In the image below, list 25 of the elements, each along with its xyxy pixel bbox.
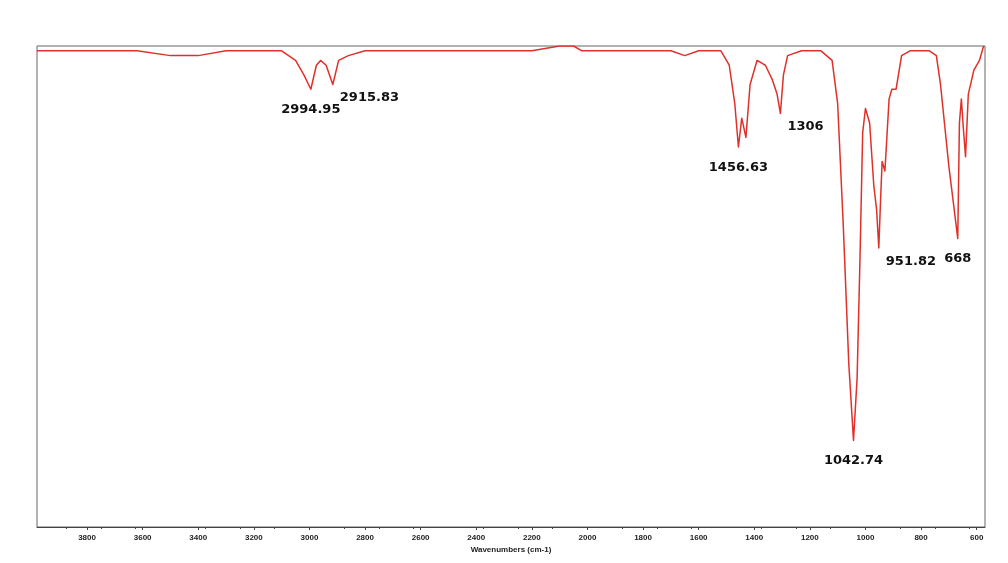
x-tick-label: 2600 bbox=[411, 532, 431, 542]
x-tick-label: 2400 bbox=[467, 532, 486, 542]
annotation: 668 bbox=[944, 250, 972, 266]
annotation: 1042.74 bbox=[823, 452, 884, 468]
x-tick-label: 1600 bbox=[689, 532, 709, 542]
x-axis-title: Wavenumbers (cm-1) bbox=[470, 545, 552, 555]
x-tick-label: 1200 bbox=[800, 532, 820, 542]
x-tick-label: 800 bbox=[914, 532, 929, 542]
x-tick-label: 3200 bbox=[244, 532, 264, 542]
annotation: 1306 bbox=[787, 117, 824, 133]
annotation: 1456.63 bbox=[708, 159, 769, 175]
x-tick-label: 2000 bbox=[578, 532, 597, 542]
annotation: 2994.95 bbox=[281, 101, 341, 117]
x-tick-label: 2800 bbox=[356, 532, 375, 542]
annotation: 951.82 bbox=[885, 252, 936, 268]
x-tick-label: 3600 bbox=[133, 532, 153, 542]
x-tick-label: 3400 bbox=[189, 532, 208, 542]
annotation: 2915.83 bbox=[339, 88, 400, 104]
x-tick-label: 1400 bbox=[745, 532, 764, 542]
x-tick-label: 3000 bbox=[300, 532, 319, 542]
x-tick-label: 600 bbox=[969, 532, 984, 542]
x-tick-label: 3800 bbox=[78, 532, 97, 542]
x-tick-label: 1800 bbox=[634, 532, 653, 542]
x-tick-label: 2200 bbox=[522, 532, 542, 542]
x-tick-label: 1000 bbox=[856, 532, 875, 542]
